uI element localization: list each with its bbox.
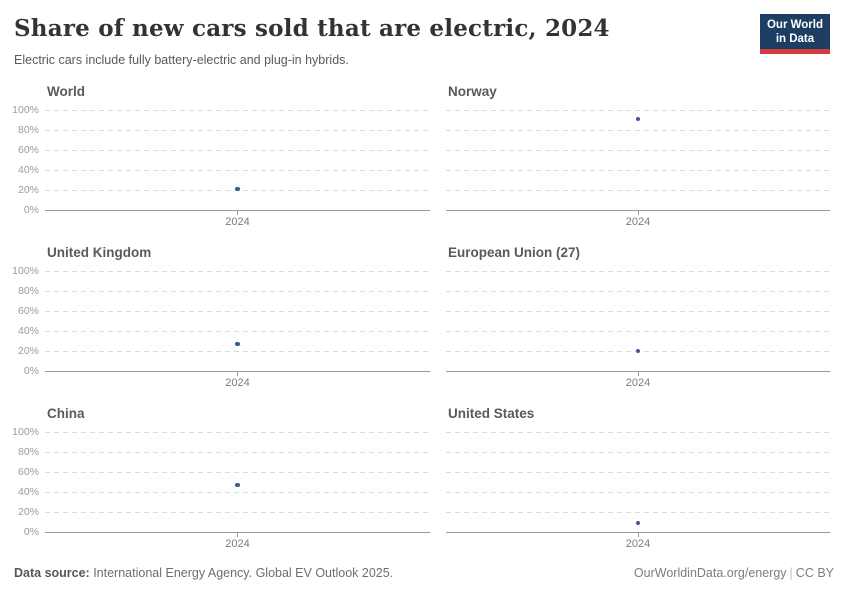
x-axis-line <box>446 210 830 211</box>
facet-china: China 100% 80% 60% 40% 20% 0% 2024 <box>12 406 430 550</box>
gridline <box>446 170 830 171</box>
gridline <box>446 331 830 332</box>
footer-links: OurWorldinData.org/energy | CC BY <box>634 566 834 580</box>
facet-title-world: World <box>47 84 85 99</box>
y-tick-label: 60% <box>17 305 39 317</box>
gridline <box>446 512 830 513</box>
gridline <box>45 311 430 312</box>
gridline <box>45 271 430 272</box>
x-axis-tick <box>237 211 238 215</box>
facet-european-union: European Union (27) 2024 <box>446 245 830 389</box>
facet-title-norway: Norway <box>448 84 497 99</box>
gridline <box>446 110 830 111</box>
owid-logo-line1: Our World <box>766 19 823 31</box>
y-tick-label: 40% <box>17 164 39 176</box>
footer: Data source: International Energy Agency… <box>14 566 834 580</box>
gridline <box>45 452 430 453</box>
license-label[interactable]: CC BY <box>795 566 834 580</box>
facet-title-united-kingdom: United Kingdom <box>47 245 152 260</box>
gridline <box>45 492 430 493</box>
y-tick-label: 80% <box>17 124 39 136</box>
gridline <box>45 291 430 292</box>
y-tick-label: 80% <box>17 285 39 297</box>
x-axis-line <box>446 371 830 372</box>
x-axis-tick <box>637 211 639 215</box>
x-tick-label: 2024 <box>225 538 250 550</box>
gridline <box>45 472 430 473</box>
gridline <box>446 472 830 473</box>
data-source-text: International Energy Agency. Global EV O… <box>89 566 394 580</box>
data-point-norway[interactable] <box>635 116 641 122</box>
x-tick-label: 2024 <box>625 377 651 389</box>
x-axis-line <box>45 532 430 533</box>
x-axis-tick <box>637 372 639 376</box>
y-tick-label: 20% <box>17 184 39 196</box>
footer-divider: | <box>789 566 793 580</box>
x-axis-line <box>446 532 830 533</box>
x-axis-tick <box>637 533 639 537</box>
gridline <box>446 271 830 272</box>
site-link[interactable]: OurWorldinData.org/energy <box>633 566 787 580</box>
y-tick-label: 80% <box>17 446 39 458</box>
facet-united-kingdom: United Kingdom 100% 80% 60% 40% 20% 0% 2… <box>12 245 430 389</box>
facet-title-united-states: United States <box>448 406 535 421</box>
data-point-united-states[interactable] <box>635 520 641 526</box>
y-tick-label: 100% <box>12 426 39 438</box>
y-tick-label: 20% <box>17 506 39 518</box>
y-tick-label: 60% <box>17 466 39 478</box>
facet-united-states: United States 2024 <box>446 406 830 550</box>
x-tick-label: 2024 <box>225 377 250 389</box>
x-tick-label: 2024 <box>625 216 651 228</box>
gridline <box>446 150 830 151</box>
gridline <box>446 190 830 191</box>
x-axis-line <box>45 371 430 372</box>
gridline <box>446 492 830 493</box>
y-tick-label: 60% <box>17 144 39 156</box>
y-tick-label: 40% <box>17 325 39 337</box>
gridline <box>45 331 430 332</box>
facet-title-european-union: European Union (27) <box>448 245 581 260</box>
data-source-note: Data source: International Energy Agency… <box>14 566 393 580</box>
x-axis-tick <box>237 533 238 537</box>
owid-logo-line2: in Data <box>775 33 815 45</box>
gridline <box>446 311 830 312</box>
data-point-united-kingdom[interactable] <box>235 341 240 347</box>
data-source-label: Data source: <box>14 566 90 580</box>
gridline <box>446 452 830 453</box>
page-title: Share of new cars sold that are electric… <box>14 15 610 42</box>
gridline <box>446 130 830 131</box>
gridline <box>45 130 430 131</box>
y-tick-label: 100% <box>12 104 39 116</box>
gridline <box>45 170 430 171</box>
y-tick-label: 40% <box>17 486 39 498</box>
facet-world: World 100% 80% 60% 40% 20% 0% 2024 <box>12 84 430 228</box>
owid-logo[interactable]: Our World in Data <box>759 14 830 54</box>
page-subtitle: Electric cars include fully battery-elec… <box>14 53 349 67</box>
gridline <box>45 351 430 352</box>
gridline <box>45 512 430 513</box>
facet-norway: Norway 2024 <box>446 84 830 228</box>
gridline <box>45 150 430 151</box>
y-tick-label: 20% <box>17 345 39 357</box>
y-tick-label: 100% <box>12 265 39 277</box>
data-point-european-union[interactable] <box>635 348 641 354</box>
x-axis-line <box>45 210 430 211</box>
data-point-world[interactable] <box>235 186 240 192</box>
x-tick-label: 2024 <box>225 216 250 228</box>
gridline <box>45 432 430 433</box>
gridline <box>45 110 430 111</box>
gridline <box>446 291 830 292</box>
x-axis-tick <box>237 372 238 376</box>
y-tick-label: 0% <box>23 204 39 216</box>
y-tick-label: 0% <box>23 526 39 538</box>
facet-title-china: China <box>47 406 85 421</box>
gridline <box>446 432 830 433</box>
x-tick-label: 2024 <box>625 538 651 550</box>
y-tick-label: 0% <box>23 365 39 377</box>
data-point-china[interactable] <box>235 482 240 488</box>
